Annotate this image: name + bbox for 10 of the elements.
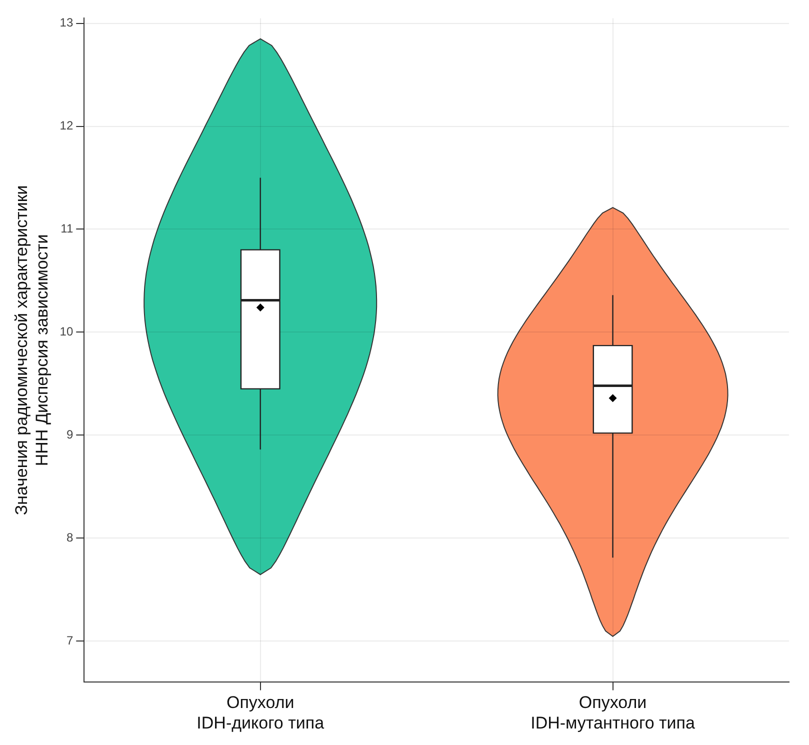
y-tick-label: 13: [60, 16, 74, 30]
y-tick-label: 12: [60, 118, 74, 133]
x-tick-label: Опухоли IDH-мутантного типа: [530, 693, 696, 732]
y-tick-label: 8: [66, 530, 74, 544]
y-tick-label: 7: [66, 633, 74, 648]
y-tick-label: 9: [66, 427, 74, 442]
x-tick-label: Опухоли IDH-дикого типа: [196, 693, 325, 732]
y-tick-label: 10: [60, 324, 74, 338]
y-tick-label: 11: [60, 222, 74, 236]
y-axis-title: Значения радиомической характеристики ННН Дисперсия зависимости: [12, 185, 52, 516]
